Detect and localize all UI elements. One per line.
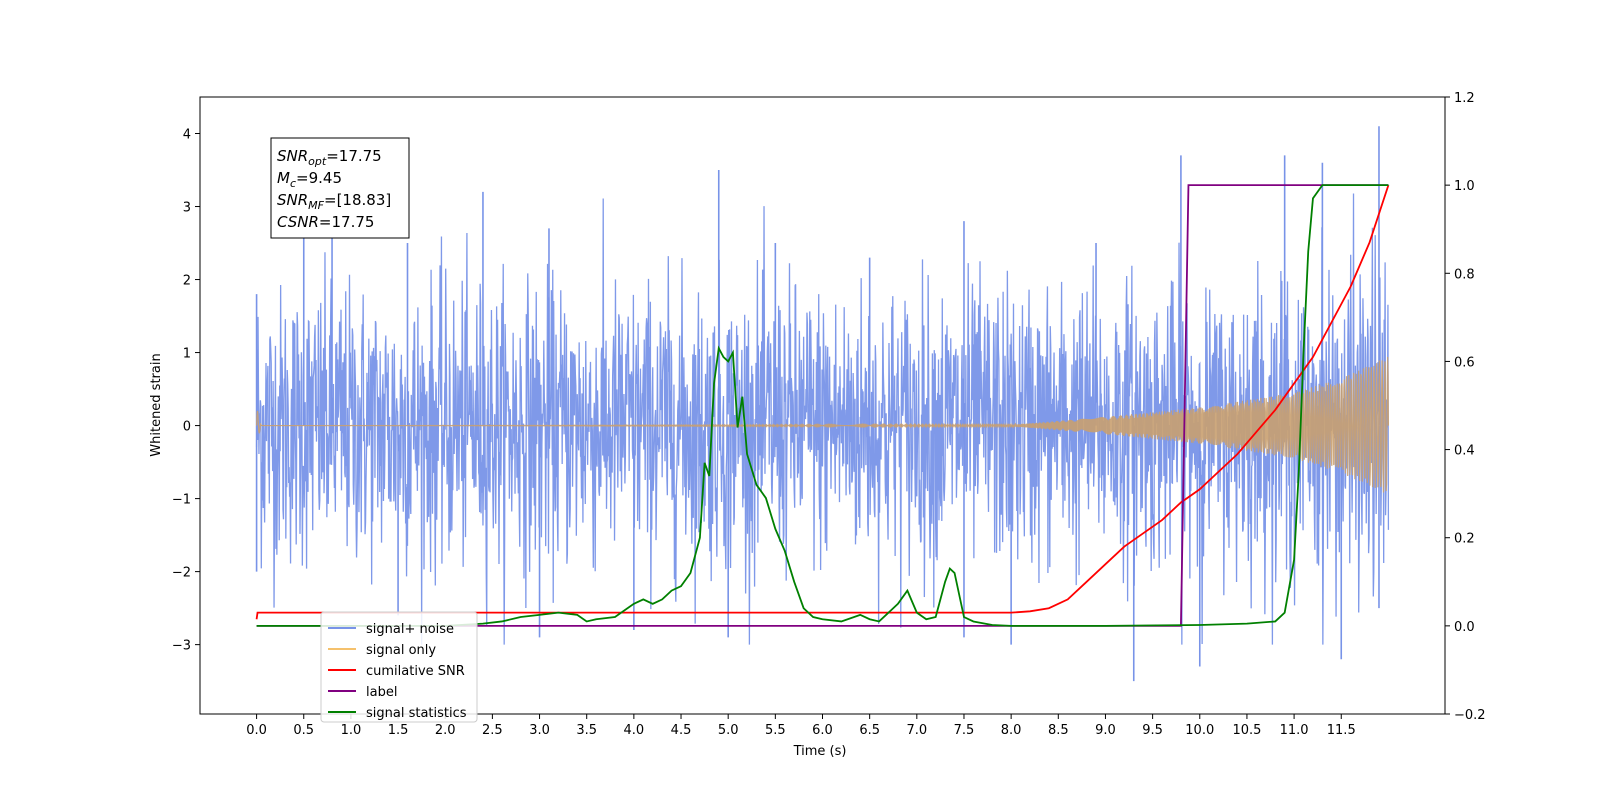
x-tick-label: 7.5 (954, 723, 975, 738)
legend-label: signal only (366, 643, 436, 658)
y-left-tick-label: 2 (183, 274, 191, 289)
x-tick-label: 3.0 (529, 723, 550, 738)
series-signal-plus-noise (255, 193, 1390, 645)
y-right-tick-label: 1.2 (1454, 91, 1475, 106)
y-left-tick-label: 3 (183, 201, 191, 216)
y-right-tick-label: 1.0 (1454, 179, 1475, 194)
y-right-tick-label: −0.2 (1454, 708, 1486, 723)
x-tick-label: 7.0 (906, 723, 927, 738)
y-right-tick-label: 0.2 (1454, 532, 1475, 547)
series-label (256, 184, 1389, 627)
x-axis: 0.0 0.5 1.0 1.5 2.0 2.5 3.0 3.5 4.0 4.5 5.0 5.5 6.0 6… (246, 714, 1356, 738)
x-tick-label: 2.5 (482, 723, 503, 738)
x-tick-label: 3.5 (576, 723, 597, 738)
x-tick-label: 1.0 (341, 723, 362, 738)
x-tick-label: 0.0 (246, 723, 267, 738)
y-right-tick-label: 0.4 (1454, 444, 1475, 459)
stats-line: Mc=9.45 (277, 169, 342, 190)
series-cumilative-snr (255, 184, 1390, 620)
y-left-tick-label: 1 (183, 347, 191, 362)
x-tick-label: 11.0 (1280, 723, 1309, 738)
series-signal-only (255, 356, 1390, 493)
x-tick-label: 1.5 (388, 723, 409, 738)
legend-label: signal statistics (366, 706, 467, 721)
x-tick-label: 8.5 (1048, 723, 1069, 738)
y-axis-label: Whitened strain (149, 353, 164, 456)
legend-label: signal+ noise (366, 622, 454, 637)
y-left-tick-label: −2 (172, 566, 191, 581)
legend-label: label (366, 685, 397, 700)
y-axis-right: −0.2 0.0 0.2 0.4 0.6 0.8 1.0 1.2 (1445, 91, 1486, 723)
y-left-tick-label: 0 (183, 420, 191, 435)
legend: signal+ noise signal only cumilative SNR la… (320, 611, 478, 723)
x-tick-label: 4.0 (624, 723, 645, 738)
x-tick-label: 8.0 (1001, 723, 1022, 738)
x-tick-label: 10.0 (1185, 723, 1214, 738)
plot-area (255, 126, 1390, 682)
y-left-tick-label: −3 (172, 639, 191, 654)
y-axis-left: −3 −2 −1 0 1 2 3 4 (172, 128, 200, 654)
x-tick-label: 9.5 (1142, 723, 1163, 738)
y-left-tick-label: −1 (172, 493, 191, 508)
stats-box: SNRopt=17.75Mc=9.45SNRMF=[18.83]CSNR=17.… (270, 137, 410, 239)
x-tick-label: 9.0 (1095, 723, 1116, 738)
x-tick-label: 5.5 (765, 723, 786, 738)
y-right-tick-label: 0.0 (1454, 620, 1475, 635)
y-left-tick-label: 4 (183, 128, 191, 143)
x-axis-label: Time (s) (793, 744, 847, 759)
x-tick-label: 6.5 (859, 723, 880, 738)
x-tick-label: 10.5 (1232, 723, 1261, 738)
x-tick-label: 11.5 (1327, 723, 1356, 738)
y-right-tick-label: 0.6 (1454, 355, 1475, 370)
x-tick-label: 6.0 (812, 723, 833, 738)
legend-label: cumilative SNR (366, 664, 465, 679)
series-signal-statistics (256, 184, 1389, 627)
x-tick-label: 4.5 (671, 723, 692, 738)
stats-box-frame (270, 137, 410, 239)
y-right-tick-label: 0.8 (1454, 267, 1475, 282)
stats-line: SNRopt=17.75 (277, 147, 382, 168)
x-tick-label: 0.5 (293, 723, 314, 738)
stats-line: CSNR=17.75 (277, 213, 374, 231)
legend-frame (320, 611, 478, 723)
stats-line: SNRMF=[18.83] (277, 191, 391, 212)
x-tick-label: 2.0 (435, 723, 456, 738)
x-tick-label: 5.0 (718, 723, 739, 738)
